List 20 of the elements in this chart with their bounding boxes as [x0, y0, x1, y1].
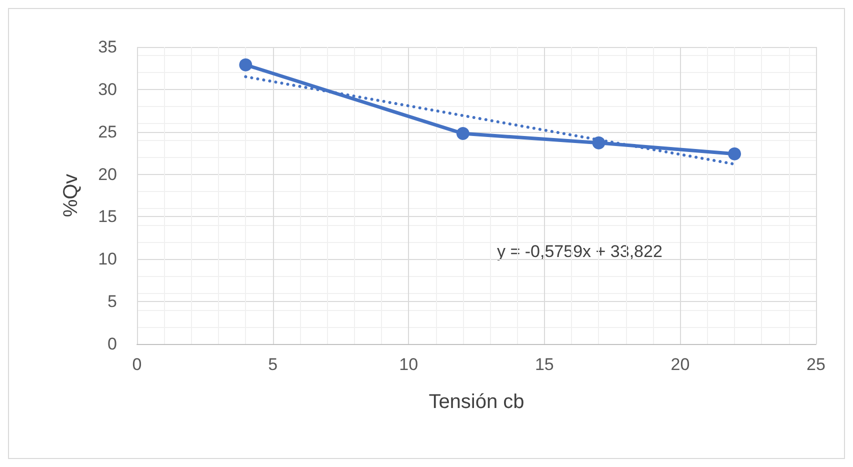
x-axis-title: Tensión cb	[428, 391, 524, 413]
y-tick-label: 0	[108, 334, 117, 354]
x-tick-label: 15	[534, 355, 554, 374]
y-tick-label: 10	[98, 250, 117, 269]
y-tick-label: 20	[98, 164, 117, 184]
y-axis-title: %Qv	[60, 174, 82, 218]
y-tick-label: 5	[108, 292, 117, 312]
point	[456, 127, 470, 140]
point	[728, 147, 742, 160]
y-tick-label: 30	[98, 80, 117, 99]
x-tick-label: 20	[670, 355, 690, 374]
x-tick-label: 0	[132, 355, 142, 374]
y-tick-label: 15	[98, 207, 117, 226]
point	[592, 136, 606, 150]
x-tick-label: 5	[268, 355, 278, 374]
x-tick-label: 10	[399, 355, 418, 374]
x-tick-label: 25	[806, 355, 826, 374]
point	[239, 58, 252, 72]
y-tick-label: 25	[98, 122, 117, 142]
y-tick-label: 35	[98, 38, 117, 56]
